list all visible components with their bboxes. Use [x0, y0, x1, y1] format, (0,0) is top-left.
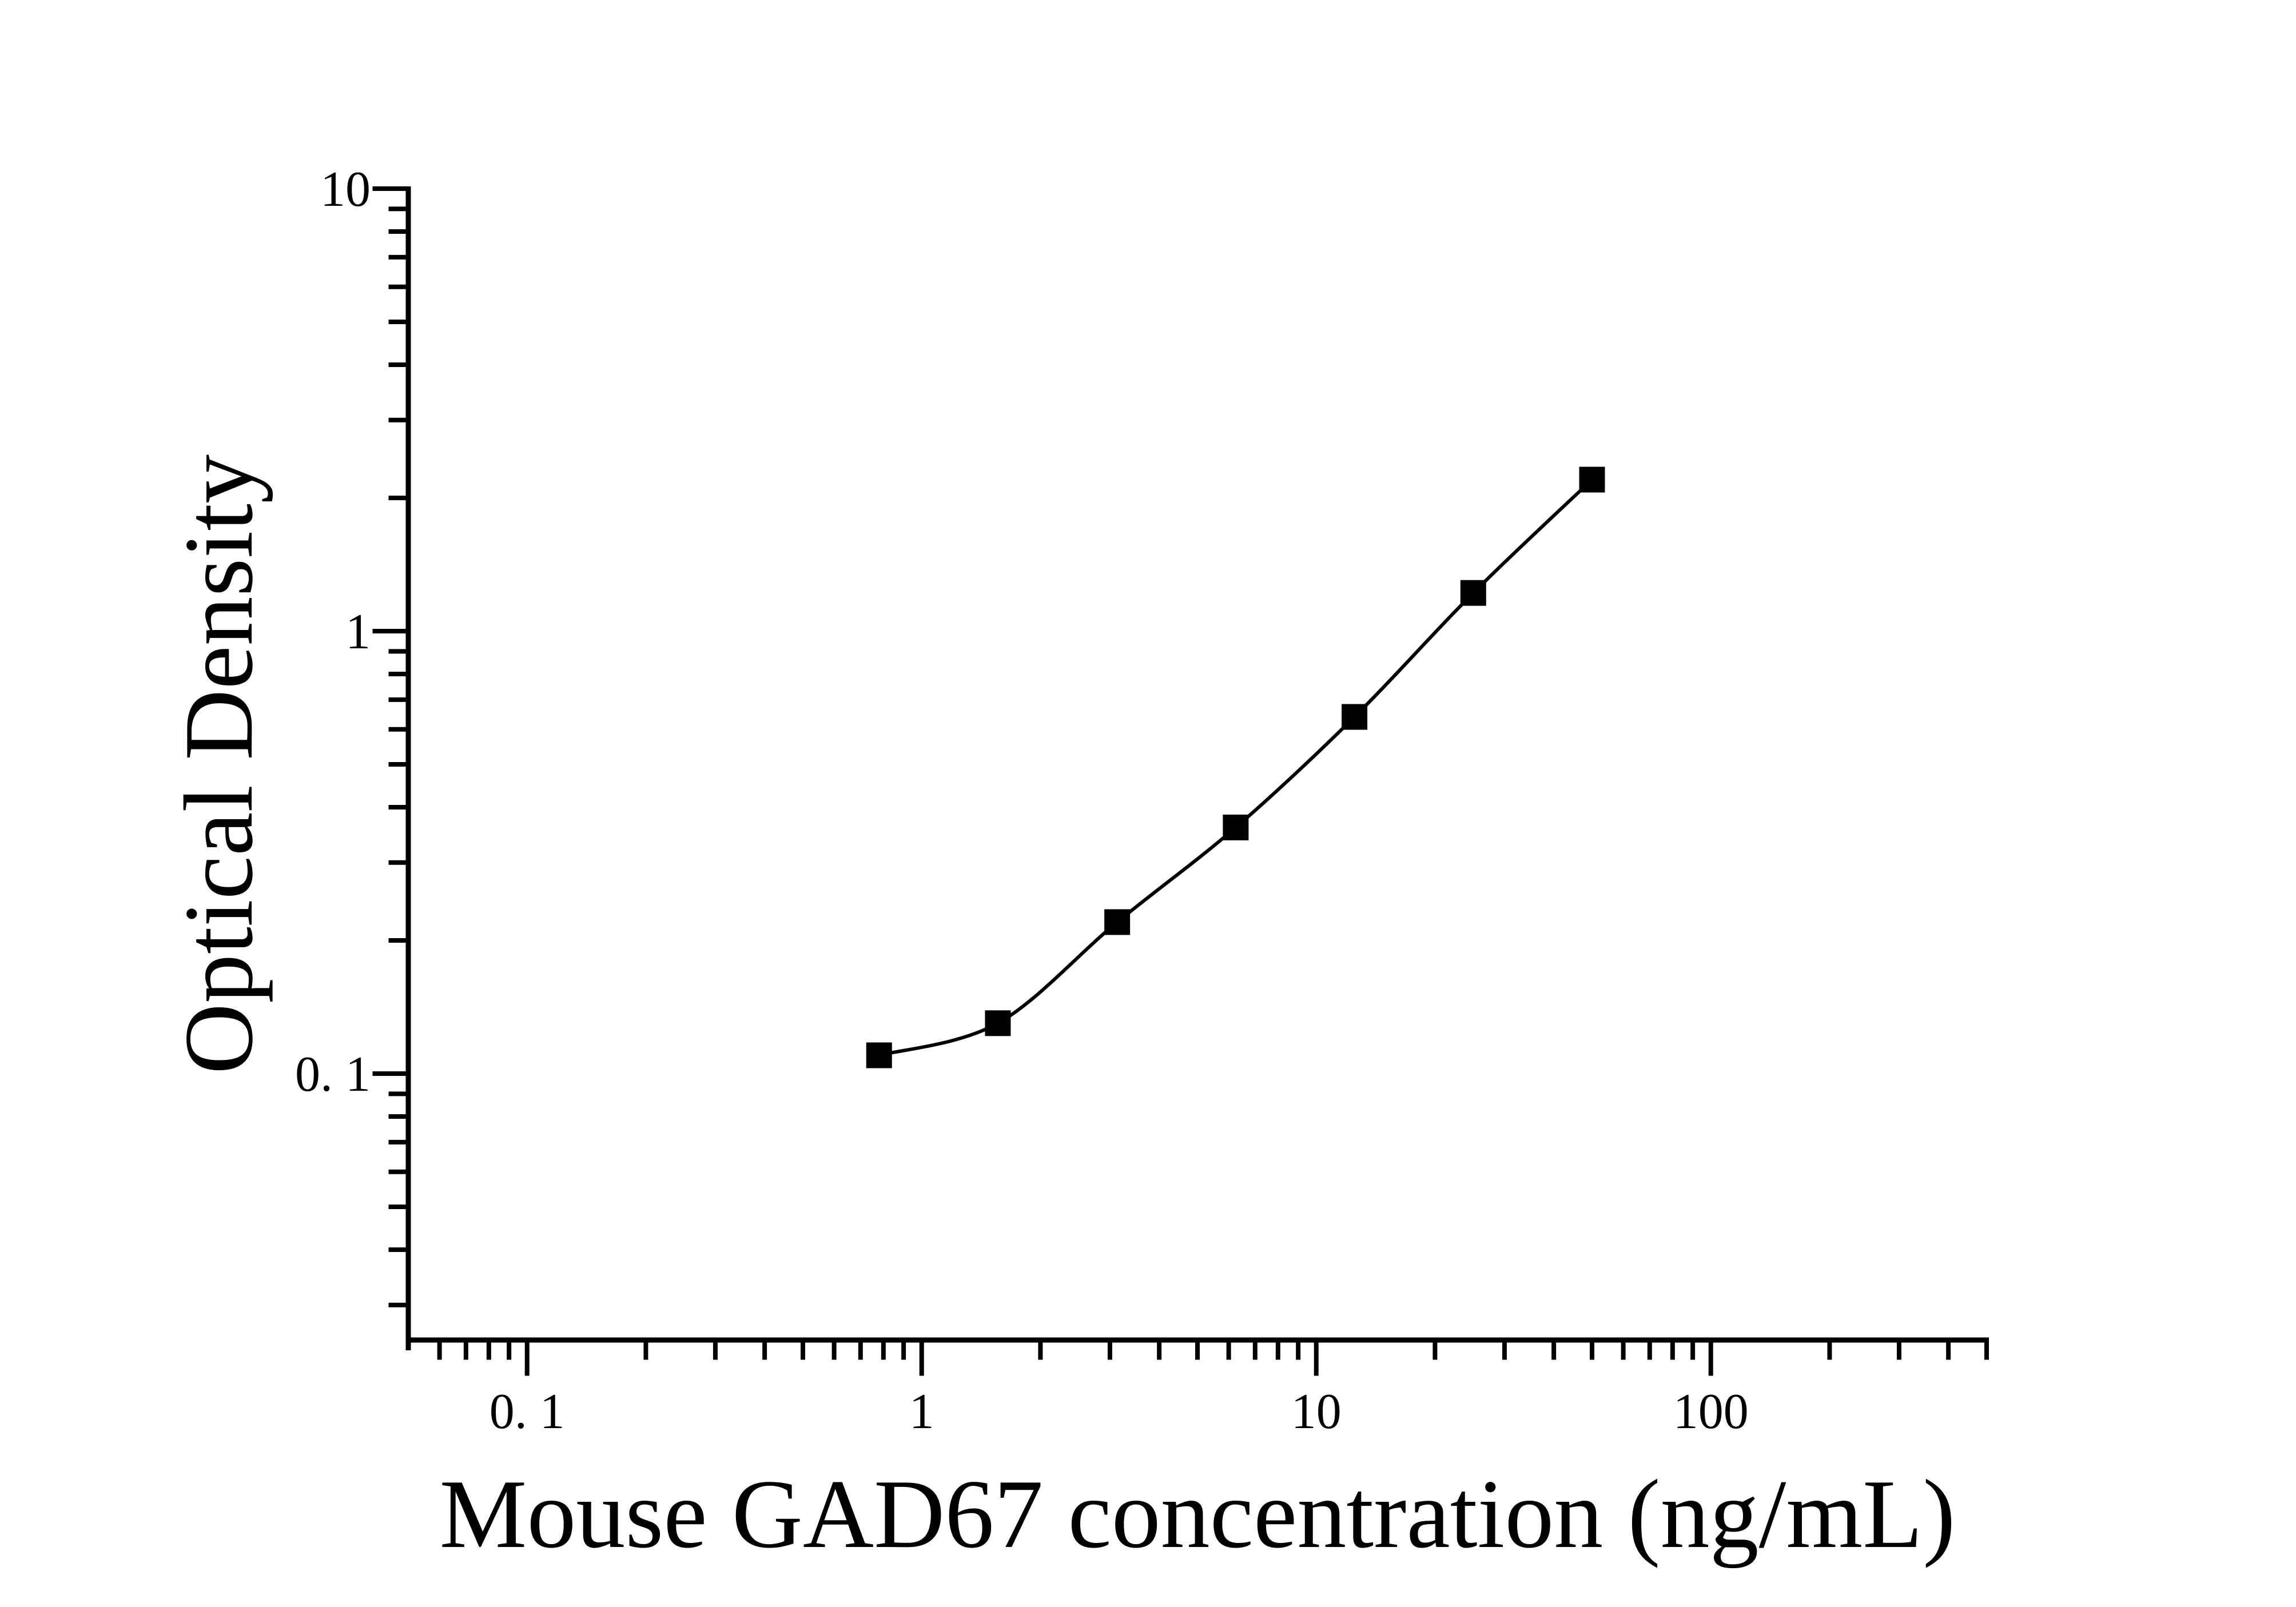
x-axis-ticks — [437, 1342, 1989, 1376]
data-point-markers — [866, 466, 1605, 1068]
x-axis-title: Mouse GAD67 concentration (ng/mL) — [439, 1460, 1955, 1569]
data-point-marker — [1342, 704, 1368, 730]
x-tick-label: 10 — [1291, 1384, 1342, 1439]
data-point-marker — [1223, 814, 1249, 840]
data-point-marker — [1104, 909, 1131, 935]
y-axis-tick-labels: 0. 1 1 10 — [295, 162, 371, 1102]
y-tick-label: 0. 1 — [295, 1047, 371, 1102]
data-point-marker — [866, 1042, 892, 1068]
y-axis: 0. 1 1 10 — [295, 162, 411, 1350]
x-axis-tick-labels: 0. 1 1 10 100 — [490, 1384, 1749, 1439]
x-axis: 0. 1 1 10 100 — [405, 1337, 1989, 1439]
data-point-marker — [1579, 466, 1605, 493]
y-axis-ticks — [372, 186, 406, 1307]
y-tick-label: 1 — [345, 604, 371, 660]
x-tick-label: 0. 1 — [490, 1384, 565, 1439]
x-tick-label: 1 — [909, 1384, 934, 1439]
data-point-marker — [985, 1010, 1011, 1036]
data-point-marker — [1460, 580, 1486, 606]
y-tick-label: 10 — [320, 162, 371, 217]
y-axis-title: Optical Density — [165, 454, 273, 1074]
x-tick-label: 100 — [1673, 1384, 1749, 1439]
